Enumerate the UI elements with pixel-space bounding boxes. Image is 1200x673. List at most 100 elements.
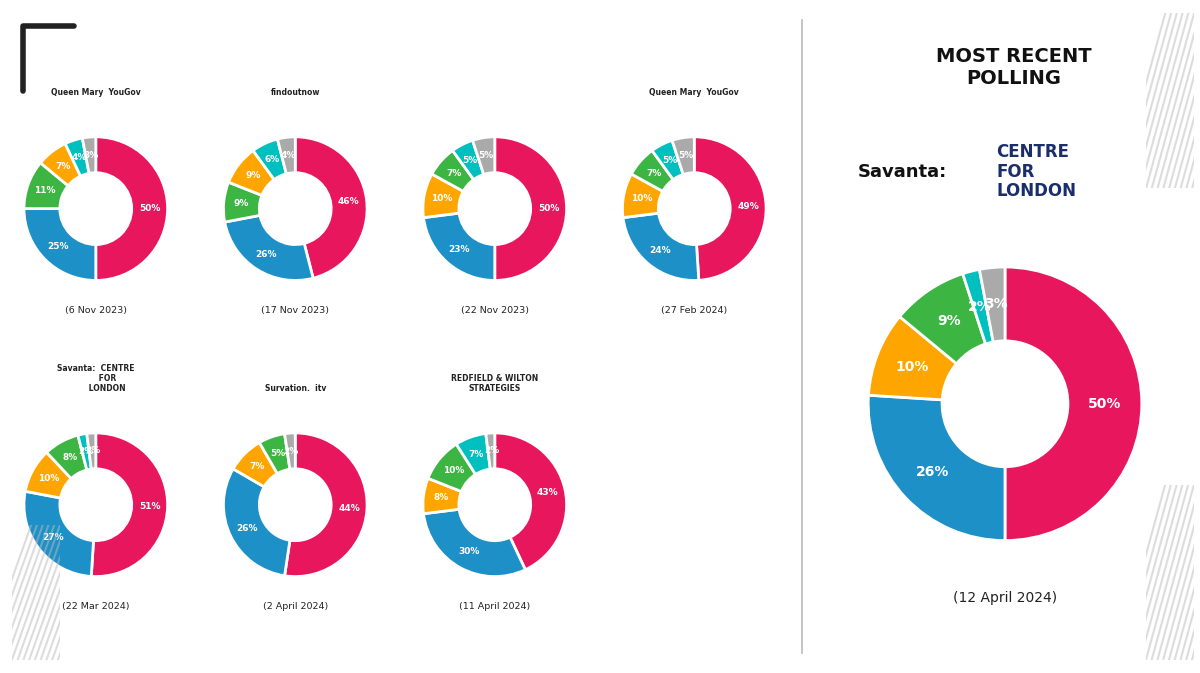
Wedge shape [1004,267,1142,540]
Wedge shape [24,163,68,209]
Text: 26%: 26% [916,465,949,479]
Text: Savanta:  CENTRE
         FOR
         LONDON: Savanta: CENTRE FOR LONDON [58,363,134,394]
Wedge shape [623,213,698,281]
Text: 50%: 50% [1088,397,1122,411]
Text: 50%: 50% [538,204,559,213]
Text: (17 Nov 2023): (17 Nov 2023) [262,306,329,315]
Text: 6%: 6% [265,155,280,164]
Text: 10%: 10% [431,194,452,203]
Wedge shape [962,269,994,344]
Wedge shape [295,137,367,278]
Wedge shape [494,433,566,570]
Wedge shape [869,316,956,400]
Wedge shape [96,137,168,281]
Text: 11%: 11% [35,186,56,195]
Text: 7%: 7% [55,162,71,170]
Text: 2%: 2% [85,446,100,456]
Text: 25%: 25% [47,242,68,251]
Wedge shape [223,469,290,576]
Wedge shape [65,138,89,176]
Text: 7%: 7% [446,168,462,178]
Text: 5%: 5% [662,156,678,165]
Wedge shape [486,433,494,469]
Text: 5%: 5% [463,156,478,165]
Text: Savanta:: Savanta: [858,163,947,180]
Text: 5%: 5% [678,151,694,160]
Wedge shape [24,491,94,577]
Wedge shape [452,141,484,180]
Text: 46%: 46% [338,197,360,207]
Text: 3%: 3% [984,297,1008,312]
Wedge shape [284,433,367,577]
Text: findoutnow: findoutnow [270,88,320,98]
Wedge shape [695,137,766,281]
Text: 2%: 2% [78,448,94,456]
Text: 50%: 50% [139,204,161,213]
Wedge shape [259,433,290,474]
Wedge shape [83,137,96,174]
Text: 7%: 7% [469,450,485,458]
Wedge shape [41,143,80,186]
Text: 43%: 43% [536,489,558,497]
Wedge shape [422,174,463,217]
Text: (11 April 2024): (11 April 2024) [460,602,530,611]
Text: 24%: 24% [649,246,671,254]
Wedge shape [424,509,526,577]
Text: (2 April 2024): (2 April 2024) [263,602,328,611]
Wedge shape [277,137,295,174]
Wedge shape [869,395,1004,540]
Text: 9%: 9% [937,314,961,328]
Wedge shape [91,433,168,577]
Text: 5%: 5% [479,151,494,160]
Text: 23%: 23% [449,244,470,254]
Text: 4%: 4% [72,153,86,162]
Wedge shape [284,433,295,469]
Text: 8%: 8% [62,453,78,462]
Text: 5%: 5% [270,450,286,458]
Text: 3%: 3% [83,151,98,160]
Text: 49%: 49% [737,203,758,211]
Wedge shape [672,137,695,174]
Text: 10%: 10% [443,466,464,475]
Wedge shape [25,452,71,498]
Text: 26%: 26% [256,250,277,258]
Wedge shape [979,267,1006,342]
Text: 9%: 9% [234,199,250,208]
Text: 10%: 10% [38,474,59,483]
Wedge shape [86,433,96,469]
Wedge shape [900,274,985,363]
Text: 7%: 7% [250,462,265,471]
Wedge shape [422,479,461,513]
Text: 4%: 4% [281,151,296,160]
Text: 26%: 26% [236,524,258,532]
Text: (12 April 2024): (12 April 2024) [953,591,1057,605]
Text: 51%: 51% [139,502,161,511]
Wedge shape [24,209,96,281]
Wedge shape [432,151,474,191]
Wedge shape [424,213,494,281]
Wedge shape [652,141,683,180]
Wedge shape [224,215,313,281]
Text: MOST RECENT
POLLING: MOST RECENT POLLING [936,47,1092,88]
Wedge shape [631,151,673,191]
Text: 10%: 10% [895,360,929,374]
Text: 30%: 30% [458,547,480,557]
Text: 2%: 2% [283,447,299,456]
Text: Queen Mary  YouGov: Queen Mary YouGov [649,88,739,98]
Wedge shape [456,433,491,474]
Wedge shape [428,444,475,491]
Wedge shape [233,443,277,487]
Text: 7%: 7% [646,168,661,178]
Text: Queen Mary  YouGov: Queen Mary YouGov [50,88,140,98]
Text: CENTRE
FOR
LONDON: CENTRE FOR LONDON [996,143,1076,200]
Text: Survation.  itv: Survation. itv [264,384,326,394]
Text: (22 Nov 2023): (22 Nov 2023) [461,306,529,315]
Text: REDFIELD & WILTON
STRATEGIES: REDFIELD & WILTON STRATEGIES [451,374,539,394]
Wedge shape [47,435,86,479]
Text: (22 Mar 2024): (22 Mar 2024) [62,602,130,611]
Wedge shape [223,182,262,222]
Wedge shape [623,174,662,217]
Text: 10%: 10% [631,194,652,203]
Text: 9%: 9% [245,171,260,180]
Text: 8%: 8% [433,493,449,503]
